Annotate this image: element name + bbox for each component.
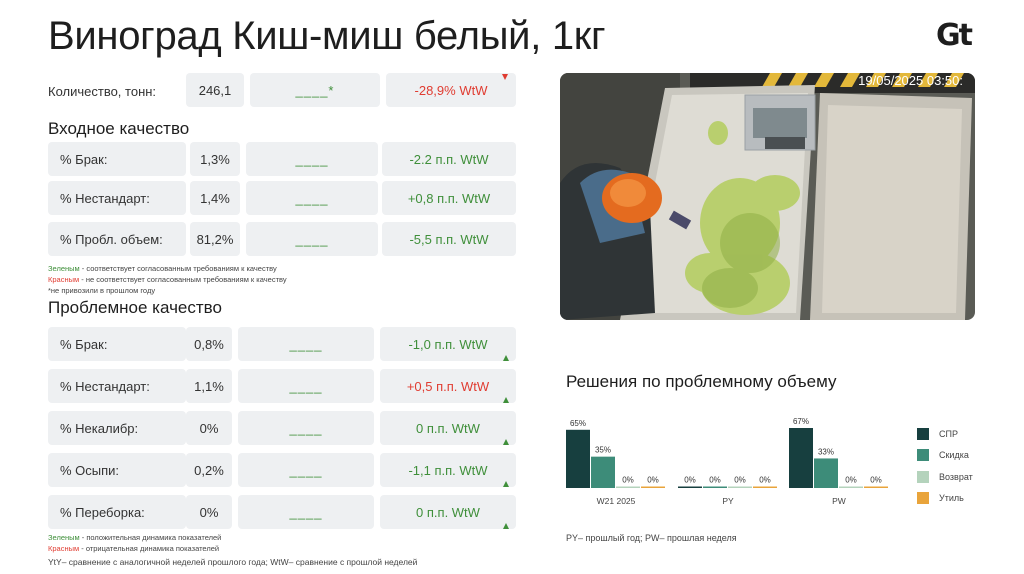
problem-label-shatter: % Осыпи:: [48, 453, 186, 487]
bar-value-label: 0%: [734, 476, 746, 485]
problem-target-nonstandard: ____: [238, 369, 374, 403]
up-trend-icon: [503, 397, 509, 403]
problem-value-noncaliber: 0%: [186, 411, 232, 445]
problem-quality-heading: Проблемное качество: [48, 298, 222, 317]
category-label: W21 2025: [597, 496, 636, 506]
bar-w21-2025-2: [616, 486, 640, 488]
problem-value-shatter: 0,2%: [186, 453, 232, 487]
comparison-legend-note: YtY– сравнение с аналогичной неделей про…: [48, 557, 418, 567]
problem-target-resort: ____: [238, 495, 374, 529]
problem-value-defect: 0,8%: [186, 327, 232, 361]
up-trend-icon: [503, 523, 509, 529]
bar-w21-2025-0: [566, 429, 590, 488]
bar-value-label: 0%: [870, 476, 882, 485]
inspection-photo: 19/05/2025 03:50:: [560, 73, 975, 320]
incoming-note-red: Красным - не соответствует согласованным…: [48, 275, 287, 284]
category-label: PY: [722, 496, 734, 506]
problem-label-defect: % Брак:: [48, 327, 186, 361]
incoming-note-star: *не привозили в прошлом году: [48, 286, 156, 295]
bar-value-label: 0%: [759, 476, 771, 485]
problem-target-noncaliber: ____: [238, 411, 374, 445]
bar-w21-2025-1: [591, 456, 615, 488]
problem-label-noncaliber: % Некалибр:: [48, 411, 186, 445]
problem-value-nonstandard: 1,1%: [186, 369, 232, 403]
down-trend-icon: [502, 74, 508, 80]
problem-label-resort: % Переборка:: [48, 495, 186, 529]
legend-item-return: Возврат: [917, 471, 973, 483]
inspection-photo-illustration: 19/05/2025 03:50:: [560, 73, 975, 320]
photo-timestamp: 19/05/2025 03:50:: [858, 73, 963, 88]
up-trend-icon: [503, 439, 509, 445]
incoming-value-nonstandard: 1,4%: [190, 181, 240, 215]
up-trend-icon: [503, 355, 509, 361]
legend-item-discount: Скидка: [917, 449, 969, 461]
bar-w21-2025-3: [641, 486, 665, 488]
bar-value-label: 0%: [709, 476, 721, 485]
problem-delta-resort: 0 п.п. WtW: [380, 495, 516, 529]
bar-value-label: 0%: [684, 476, 696, 485]
bar-value-label: 65%: [570, 419, 586, 428]
up-trend-icon: [503, 481, 509, 487]
bar-pw-1: [814, 458, 838, 488]
bar-py-3: [753, 486, 777, 488]
legend-item-waste: Утиль: [917, 492, 964, 504]
legend-item-spr: СПР: [917, 428, 958, 440]
incoming-delta-defect: -2.2 п.п. WtW: [382, 142, 516, 176]
problem-delta-defect: -1,0 п.п. WtW: [380, 327, 516, 361]
incoming-note-green: Зеленым - соответствует согласованным тр…: [48, 264, 277, 273]
bar-py-0: [678, 486, 702, 488]
bar-py-2: [728, 486, 752, 488]
decisions-footnote: PY– прошлый год; PW– прошлая неделя: [566, 533, 737, 543]
problem-value-resort: 0%: [186, 495, 232, 529]
bar-value-label: 67%: [793, 417, 809, 426]
legend-swatch-waste: [917, 492, 929, 504]
problem-delta-noncaliber: 0 п.п. WtW: [380, 411, 516, 445]
quantity-value: 246,1: [186, 73, 244, 107]
incoming-value-problem-volume: 81,2%: [190, 222, 240, 256]
incoming-quality-heading: Входное качество: [48, 119, 190, 138]
bar-value-label: 0%: [845, 476, 857, 485]
problem-target-shatter: ____: [238, 453, 374, 487]
incoming-target-nonstandard: ____: [246, 181, 378, 215]
quantity-target: ____*: [250, 73, 380, 107]
bar-value-label: 0%: [622, 476, 634, 485]
incoming-target-defect: ____: [246, 142, 378, 176]
problem-delta-nonstandard: +0,5 п.п. WtW: [380, 369, 516, 403]
incoming-delta-nonstandard: +0,8 п.п. WtW: [382, 181, 516, 215]
company-logo: Gt: [936, 18, 973, 53]
bar-pw-3: [864, 486, 888, 488]
category-label: PW: [832, 496, 846, 506]
problem-target-defect: ____: [238, 327, 374, 361]
incoming-delta-problem-volume: -5,5 п.п. WtW: [382, 222, 516, 256]
legend-swatch-discount: [917, 449, 929, 461]
legend-swatch-spr: [917, 428, 929, 440]
problem-label-nonstandard: % Нестандарт:: [48, 369, 186, 403]
incoming-label-defect: % Брак:: [48, 142, 186, 176]
bar-value-label: 33%: [818, 447, 834, 456]
legend-swatch-return: [917, 471, 929, 483]
incoming-target-problem-volume: ____: [246, 222, 378, 256]
decisions-bar-chart: 65% 35% 0% 0% W21 2025 0% 0% 0% 0% PY 67% 33% 0% 0% PW: [566, 417, 888, 506]
bar-value-label: 35%: [595, 446, 611, 455]
incoming-value-defect: 1,3%: [190, 142, 240, 176]
problem-delta-shatter: -1,1 п.п. WtW: [380, 453, 516, 487]
decisions-heading: Решения по проблемному объему: [566, 372, 837, 391]
bar-value-label: 0%: [647, 476, 659, 485]
problem-note-red: Красным - отрицательная динамика показат…: [48, 544, 220, 553]
incoming-label-problem-volume: % Пробл. объем:: [48, 222, 186, 256]
bar-pw-0: [789, 428, 813, 488]
quantity-delta: -28,9% WtW: [386, 73, 516, 107]
bar-py-1: [703, 486, 727, 488]
quantity-label: Количество, тонн:: [48, 83, 157, 99]
incoming-label-nonstandard: % Нестандарт:: [48, 181, 186, 215]
bar-pw-2: [839, 486, 863, 488]
page-title: Виноград Киш-миш белый, 1кг: [48, 14, 606, 58]
problem-note-green: Зеленым - положительная динамика показат…: [48, 533, 222, 542]
